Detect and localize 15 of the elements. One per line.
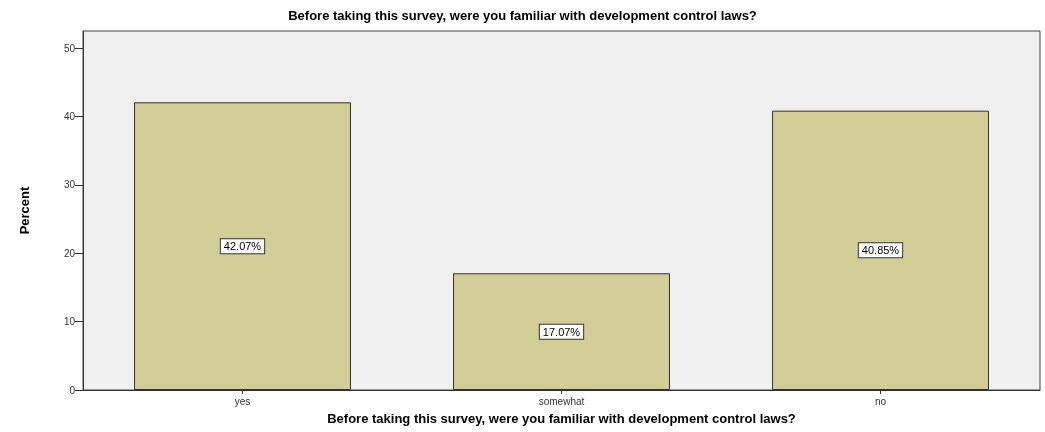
x-tick-label: yes (234, 395, 251, 407)
y-tick-label: 50 (63, 42, 76, 54)
y-tick-label: 30 (63, 179, 76, 191)
y-tick-label: 0 (69, 384, 76, 396)
x-tick-label: somewhat (538, 395, 585, 407)
y-tick-label: 40 (63, 110, 76, 122)
data-label: 42.07% (223, 240, 262, 253)
y-axis-title: Percent (17, 185, 32, 235)
y-tick-label: 20 (63, 247, 76, 259)
data-label: 17.07% (542, 325, 581, 338)
chart-title: Before taking this survey, were you familiar with development control laws? (288, 8, 757, 23)
y-tick-label: 10 (63, 316, 76, 328)
x-axis-title: Before taking this survey, were you familiar with development control laws? (327, 411, 796, 426)
data-label: 40.85% (861, 244, 900, 257)
x-tick-label: no (874, 395, 887, 407)
